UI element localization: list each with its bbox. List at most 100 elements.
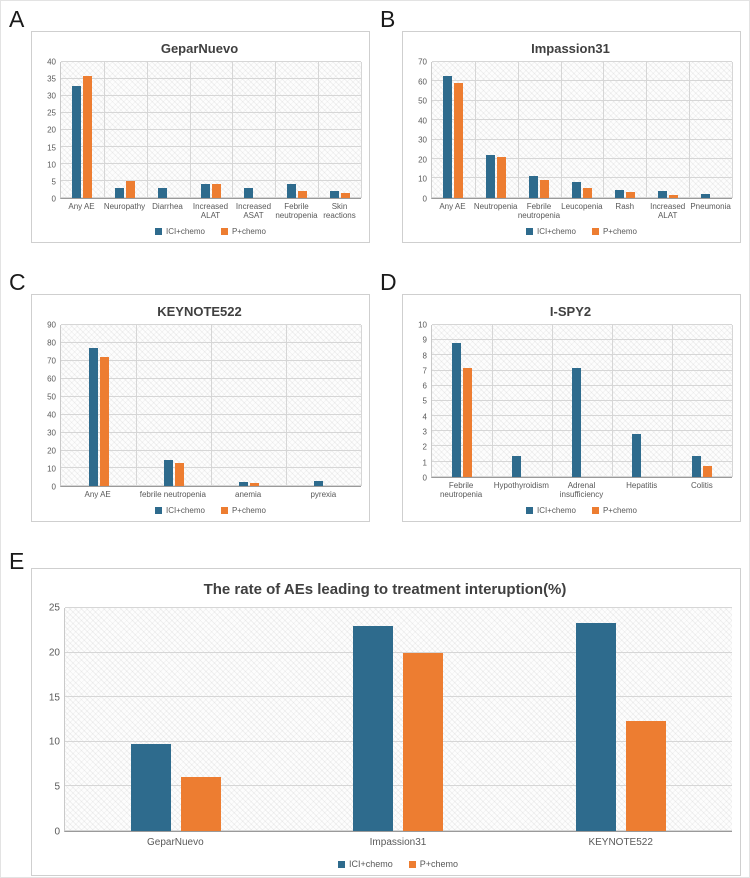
legend-color-swatch: [526, 228, 534, 235]
bar-group: [475, 62, 518, 198]
gridline: [65, 607, 732, 608]
x-tick-label: Hepatitis: [626, 480, 658, 490]
gridline: [432, 430, 732, 432]
y-tick-label: 1: [422, 458, 427, 468]
gridline: [432, 369, 732, 371]
gridline: [61, 61, 361, 62]
x-tick-label: Diarrhea: [152, 201, 183, 211]
x-tick-label: Adrenal insufficiency: [559, 480, 604, 500]
y-tick-label: 7: [422, 366, 427, 376]
row-1: A GeparNuevo 0 5 10 15 20 25 30 35 40 Any AE Neur…: [9, 6, 741, 243]
bar-p-chemo: [126, 180, 136, 198]
y-axis: 0 5 10 15 20 25: [38, 603, 64, 838]
gridline: [61, 324, 361, 325]
chart-panel-treatment-interruption: The rate of AEs leading to treatment int…: [31, 568, 741, 876]
bar-ici-chemo: [353, 625, 394, 831]
y-tick-label: 0: [51, 194, 56, 204]
bar-ici-chemo: [88, 348, 98, 487]
legend-item: ICI+chemo: [155, 506, 205, 515]
bar-group: [287, 608, 509, 831]
gridline-vertical: [361, 325, 362, 487]
y-tick-label: 60: [418, 77, 427, 87]
panel-label-a: A: [9, 6, 25, 32]
bar-group: [561, 62, 604, 198]
chart-panel-geparnuevo: GeparNuevo 0 5 10 15 20 25 30 35 40 Any AE Neurop…: [31, 31, 370, 243]
y-tick-label: 3: [422, 427, 427, 437]
bar-group: [646, 62, 689, 198]
plot-row: 0 5 10 15 20 25 30 35 40: [38, 58, 362, 203]
x-tick-label: GeparNuevo: [146, 837, 204, 848]
bar-ici-chemo: [286, 184, 296, 198]
gridline-vertical: [361, 62, 362, 198]
gridline: [432, 80, 732, 82]
legend: ICI+chemo P+chemo: [431, 500, 732, 517]
bar-group: [552, 325, 612, 477]
gridline-vertical: [732, 62, 733, 198]
bar-ici-chemo: [572, 367, 581, 477]
gridline: [432, 324, 732, 325]
bar-ici-chemo: [572, 182, 581, 198]
x-tick-label: febrile neutropenia: [139, 490, 207, 500]
bar-p-chemo: [297, 191, 307, 198]
bar-ici-chemo: [452, 343, 461, 477]
y-tick-label: 40: [47, 410, 56, 420]
legend-label: ICI+chemo: [348, 859, 393, 869]
bar-p-chemo: [625, 192, 635, 198]
legend-color-swatch: [220, 228, 228, 235]
bar-ici-chemo: [163, 459, 173, 487]
bar-ici-chemo: [329, 191, 339, 198]
x-tick-label: Colitis: [691, 480, 713, 490]
x-axis-labels: GeparNuevo Impassion31 KEYNOTE522: [64, 832, 732, 849]
legend-label: P+chemo: [602, 227, 637, 236]
bar-group: [211, 325, 286, 487]
legend-item: P+chemo: [220, 227, 266, 236]
legend: ICI+chemo P+chemo: [431, 221, 732, 238]
y-tick-label: 30: [47, 91, 56, 101]
legend-label: ICI+chemo: [537, 506, 576, 515]
legend-item: P+chemo: [591, 227, 637, 236]
bar-p-chemo: [83, 75, 93, 198]
gridline: [61, 162, 361, 164]
y-tick-label: 15: [48, 692, 60, 704]
bar-p-chemo: [668, 194, 678, 198]
y-tick-label: 70: [47, 356, 56, 366]
y-tick-label: 9: [422, 335, 427, 345]
y-tick-label: 20: [48, 647, 60, 659]
bars-row: [61, 325, 361, 487]
gridline-vertical: [474, 62, 476, 198]
y-tick-label: 20: [418, 155, 427, 165]
panel-d: D I-SPY2 0 1 2 3 4 5 6 7 8 9 10 Febrile neutropeni…: [380, 269, 741, 522]
bars-row: [432, 62, 732, 198]
x-tick-label: Febrile neutropenia: [275, 201, 318, 221]
y-tick-label: 20: [47, 125, 56, 135]
legend-color-swatch: [220, 507, 228, 514]
panel-e: E The rate of AEs leading to treatment i…: [9, 548, 741, 876]
bar-group: [61, 325, 136, 487]
x-tick-label: Febrile neutropenia: [517, 201, 561, 221]
y-tick-label: 8: [422, 351, 427, 361]
panel-label-b: B: [380, 6, 396, 32]
plot-area: [60, 61, 362, 199]
gridline-vertical: [689, 62, 691, 198]
bar-p-chemo: [703, 466, 712, 477]
x-tick-label: Pneumonia: [690, 201, 731, 211]
gridline: [61, 77, 361, 79]
bar-group: [432, 62, 475, 198]
x-tick-label: Neuropathy: [103, 201, 146, 211]
gridline: [432, 399, 732, 401]
bar-group: [612, 325, 672, 477]
legend-color-swatch: [155, 507, 163, 514]
bar-ici-chemo: [657, 191, 667, 198]
panel-label-c: C: [9, 269, 26, 295]
bar-ici-chemo: [529, 176, 539, 198]
legend-color-swatch: [591, 228, 599, 235]
bar-group: [518, 62, 561, 198]
y-tick-label: 10: [418, 174, 427, 184]
bar-group: [432, 325, 492, 477]
x-tick-label: KEYNOTE522: [588, 837, 653, 848]
bar-group: [65, 608, 287, 831]
bar-ici-chemo: [238, 481, 248, 487]
bar-p-chemo: [463, 367, 472, 477]
y-tick-label: 2: [422, 442, 427, 452]
bar-ici-chemo: [131, 744, 172, 831]
